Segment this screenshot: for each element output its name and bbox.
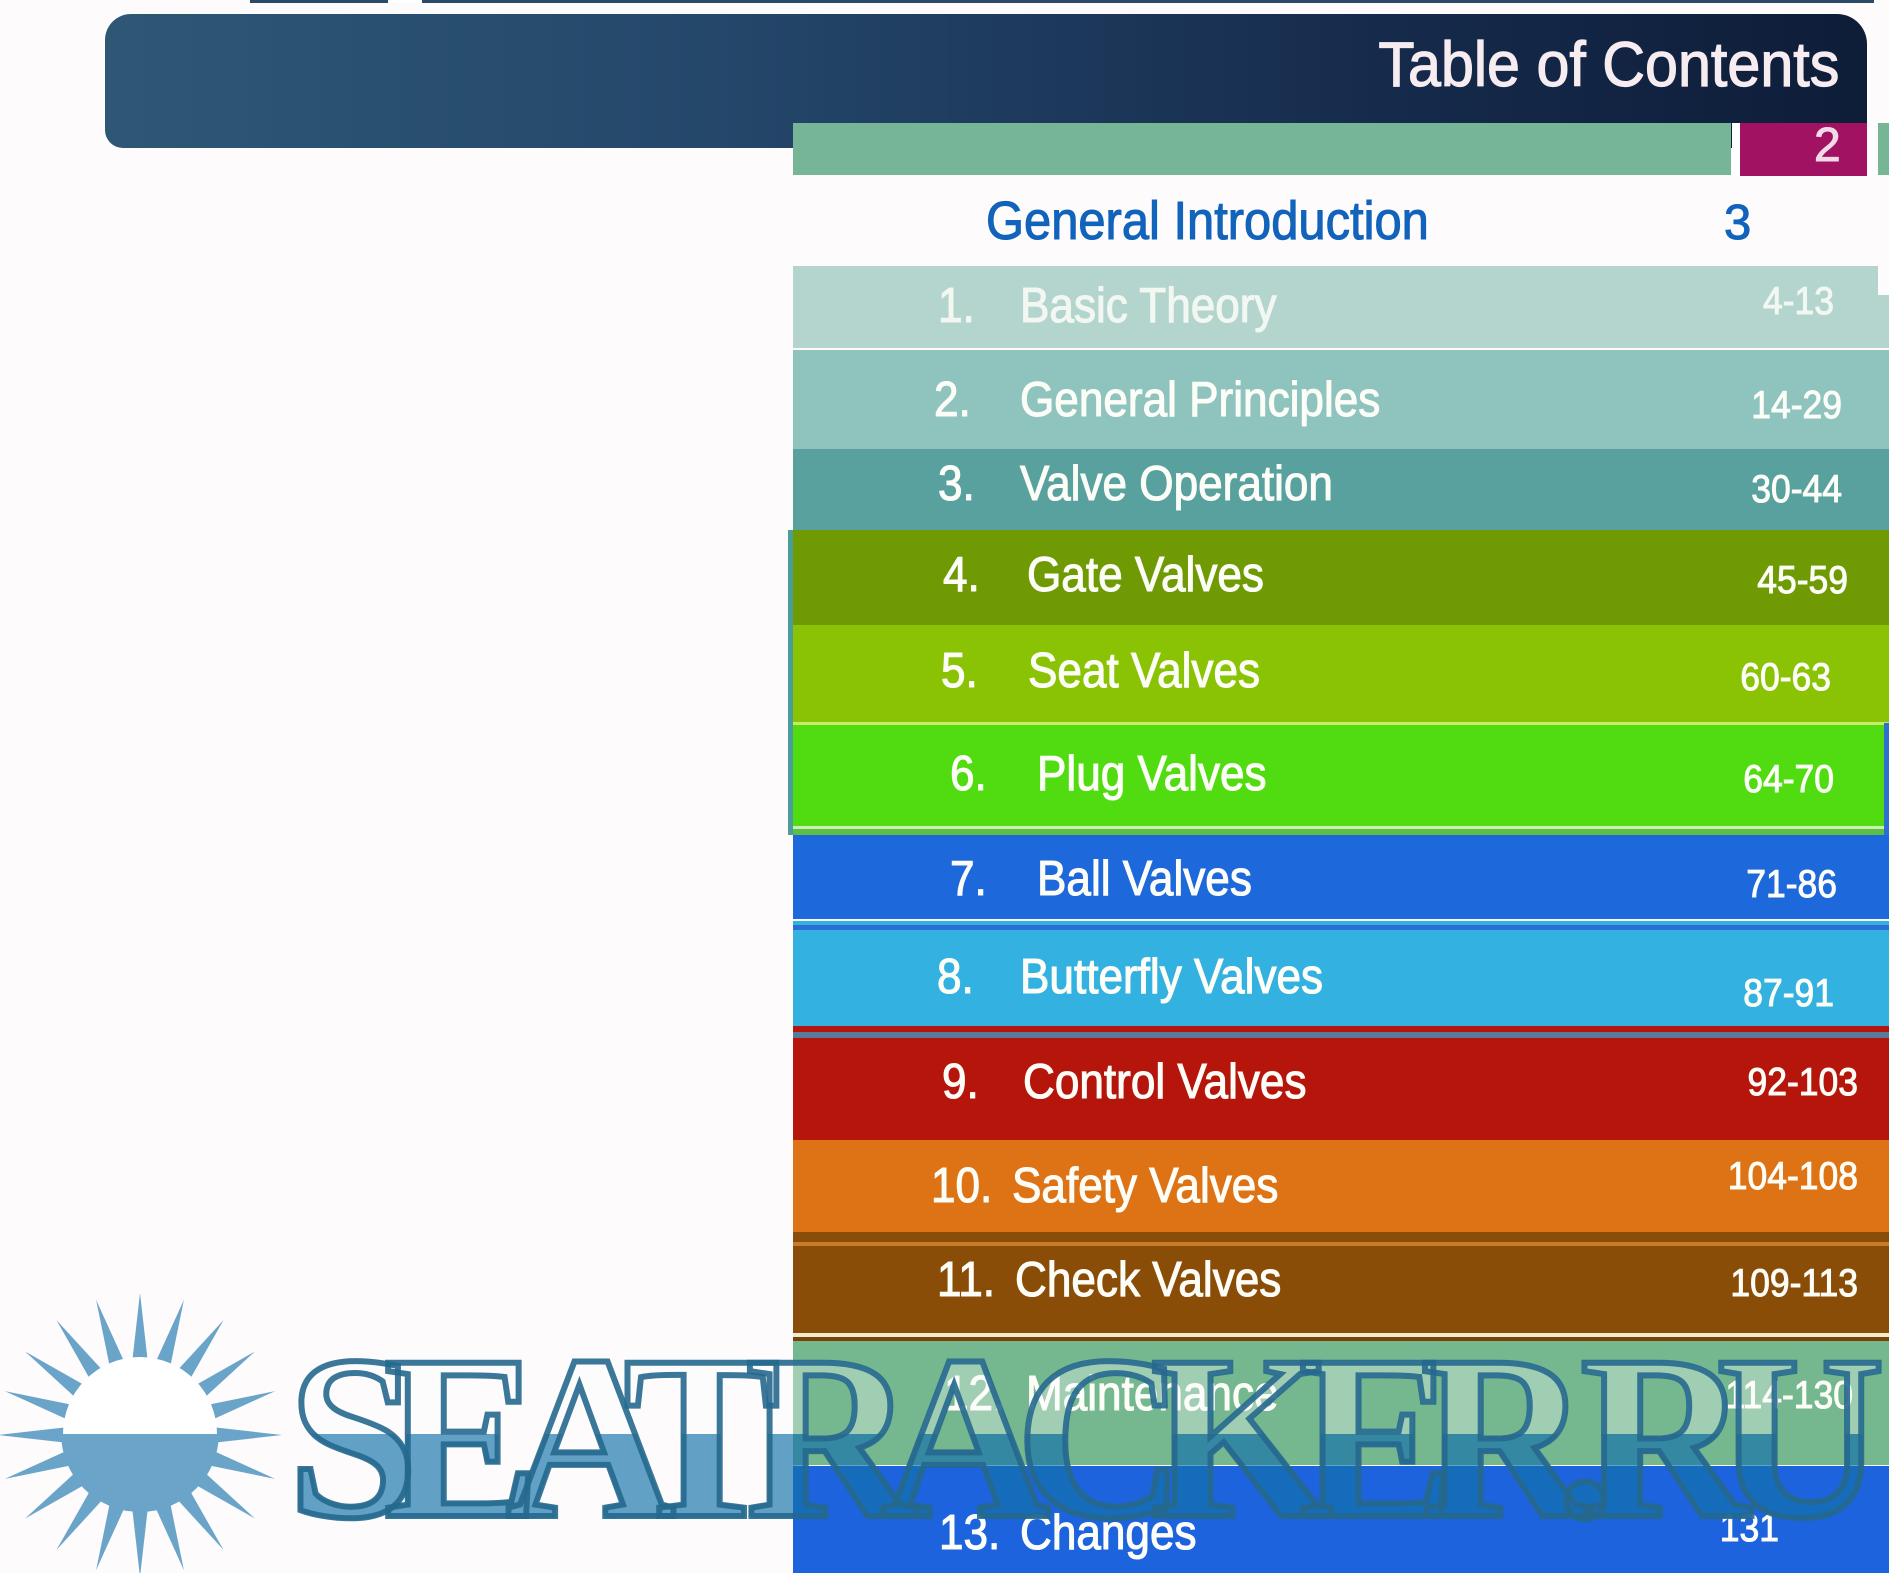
svg-text:SEATRACKER.RU: SEATRACKER.RU [288,1307,1879,1567]
